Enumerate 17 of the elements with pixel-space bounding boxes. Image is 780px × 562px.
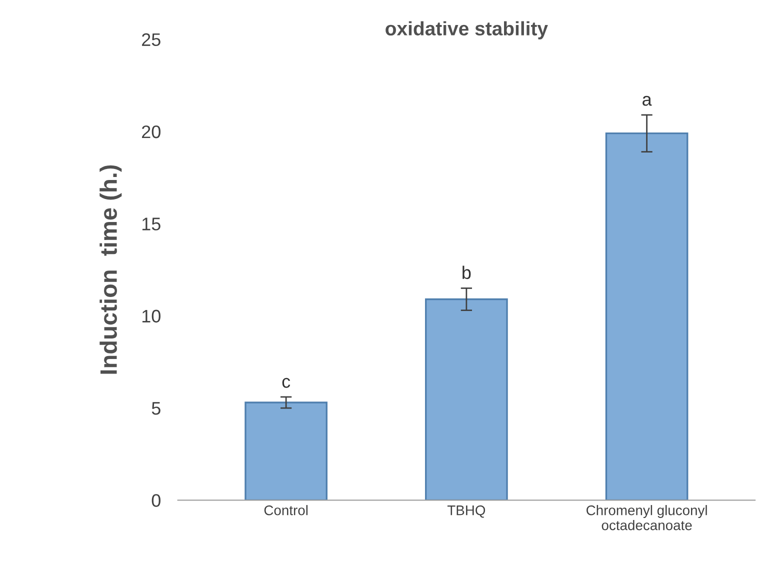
annotation: b (462, 266, 471, 280)
bar (425, 298, 508, 500)
annotation: a (642, 96, 652, 106)
bar (605, 132, 688, 500)
y-tick-label: 0 (152, 494, 160, 507)
y-tick-label: 20 (142, 125, 160, 138)
y-tick-label: 5 (152, 402, 160, 415)
y-tick-label: 25 (142, 33, 160, 46)
y-tick-label: 15 (142, 218, 160, 230)
annotation: c (282, 378, 290, 388)
y-axis-title: Induction time (h.) (100, 165, 122, 374)
x-tick-label: Control (264, 505, 308, 516)
x-tick-label: TBHQ (447, 505, 486, 518)
x-tick-label: Chromenyl gluconyl octadecanoate (586, 505, 707, 530)
bar (244, 402, 328, 500)
chart-title: oxidative stability (386, 21, 548, 40)
y-tick-label: 10 (142, 310, 160, 323)
